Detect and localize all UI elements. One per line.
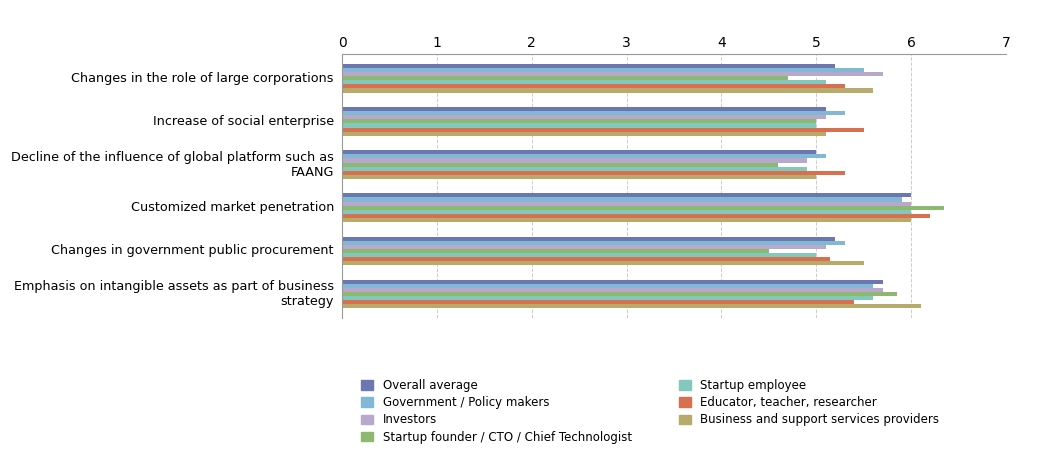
Bar [342, 80, 825, 84]
Bar [342, 210, 912, 214]
Bar [342, 111, 845, 115]
Bar [342, 206, 945, 210]
Bar [342, 128, 864, 132]
Bar [342, 154, 825, 158]
Bar [342, 249, 768, 253]
Bar [342, 296, 873, 300]
Bar [342, 214, 930, 218]
Bar [342, 150, 816, 154]
Bar [342, 253, 816, 257]
Bar [342, 68, 864, 72]
Bar [342, 292, 897, 296]
Bar [342, 218, 912, 222]
Bar [342, 107, 825, 111]
Bar [342, 202, 912, 206]
Bar [342, 257, 831, 261]
Bar [342, 163, 779, 167]
Bar [342, 197, 901, 202]
Bar [342, 119, 816, 123]
Bar [342, 84, 845, 89]
Bar [342, 167, 807, 171]
Bar [342, 284, 873, 288]
Bar [342, 89, 873, 93]
Bar [342, 193, 912, 197]
Bar [342, 123, 816, 128]
Bar [342, 245, 825, 249]
Bar [342, 158, 807, 163]
Bar [342, 175, 816, 179]
Bar [342, 115, 825, 119]
Bar [342, 76, 788, 80]
Bar [342, 288, 882, 292]
Bar [342, 132, 825, 136]
Legend: Overall average, Government / Policy makers, Investors, Startup founder / CTO / : Overall average, Government / Policy mak… [361, 379, 940, 444]
Bar [342, 237, 835, 241]
Bar [342, 261, 864, 265]
Bar [342, 280, 882, 284]
Bar [342, 171, 845, 175]
Bar [342, 64, 835, 68]
Bar [342, 300, 854, 304]
Bar [342, 304, 921, 308]
Bar [342, 72, 882, 76]
Bar [342, 241, 845, 245]
